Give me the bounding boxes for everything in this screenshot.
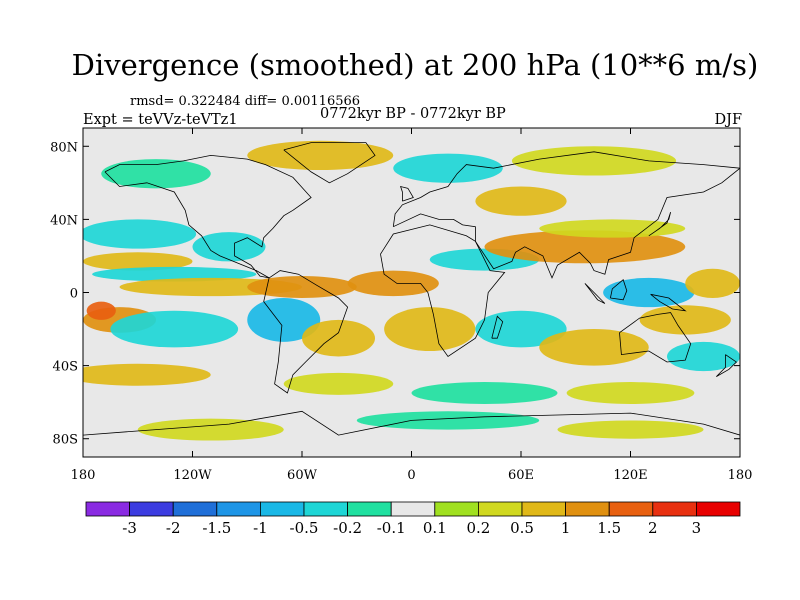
colorbar-label: -2: [166, 519, 181, 537]
field-region: [101, 159, 211, 189]
colorbar-label: 1: [561, 519, 571, 537]
y-tick-label: 80S: [53, 433, 78, 448]
x-tick-label: 180: [728, 468, 753, 483]
field-region: [539, 329, 649, 366]
field-region: [283, 372, 394, 395]
y-tick-label: 40S: [53, 360, 78, 375]
colorbar-box: [172, 501, 218, 517]
colorbar-label: 0.1: [423, 519, 447, 537]
coastline-north-america: [104, 154, 312, 279]
colorbar-box: [565, 501, 610, 517]
field-region: [137, 418, 284, 441]
x-tick-label: 120W: [173, 468, 212, 483]
field-region: [83, 363, 211, 386]
field-region: [356, 411, 540, 430]
field-region: [566, 382, 695, 404]
experiment-label: Expt = teVVz-teVTz1: [83, 112, 238, 128]
colorbar-label: -1: [253, 519, 268, 537]
x-tick-label: 60W: [287, 468, 318, 483]
map-title: Divergence (smoothed) at 200 hPa (10**6 …: [71, 48, 759, 82]
field-region: [302, 319, 375, 357]
field-region: [475, 310, 567, 348]
field-region: [347, 270, 439, 297]
colorbar-box: [303, 501, 348, 517]
coastline-greenland: [283, 142, 376, 184]
colorbar-box: [434, 501, 479, 517]
colorbar-label: -0.2: [333, 519, 362, 537]
field-region: [92, 266, 257, 282]
field-region: [557, 420, 704, 439]
field-region: [247, 276, 357, 298]
colorbar-label: -1.5: [202, 519, 231, 537]
season-label: DJF: [714, 112, 743, 128]
x-tick-label: 120E: [613, 468, 647, 483]
period-label: 0772kyr BP - 0772kyr BP: [320, 106, 506, 122]
field-region: [83, 219, 197, 249]
colorbar-box: [216, 501, 261, 517]
y-tick-label: 40N: [50, 213, 78, 228]
coastline-uk: [399, 185, 414, 202]
coastline-madagascar: [491, 315, 504, 339]
x-tick-label: 180: [71, 468, 96, 483]
colorbar-box: [129, 501, 174, 517]
colorbar-box: [652, 501, 697, 517]
field-region: [411, 382, 558, 404]
coastline-layer: [83, 142, 740, 436]
colorbar-label: 0.2: [466, 519, 490, 537]
y-tick-label: 0: [70, 287, 78, 302]
coastline-australia: [619, 312, 692, 363]
colorbar-label: 2: [648, 519, 658, 537]
field-region: [83, 252, 193, 271]
colorbar-label: -3: [122, 519, 137, 537]
coastline-borneo: [610, 279, 628, 301]
colorbar-box: [477, 501, 523, 517]
field-region: [639, 305, 731, 335]
field-region: [667, 341, 740, 372]
colorbar-box: [521, 501, 566, 517]
field-region: [192, 232, 266, 262]
colorbar-box: [85, 501, 130, 517]
colorbar-box: [347, 501, 392, 517]
axis-ticks: 180 120W 60W 0 60E 120E 180 80N 40N 0 40S 80S: [50, 128, 752, 483]
colorbar-label: 0.5: [510, 519, 534, 537]
field-region: [539, 219, 686, 238]
field-region: [484, 230, 686, 264]
colorbar-box: [608, 501, 654, 517]
colorbar-label: -0.5: [290, 519, 319, 537]
field-region: [247, 140, 394, 171]
coastline-south-america: [263, 270, 349, 394]
colorbar-box: [696, 501, 741, 517]
field-region: [247, 297, 321, 342]
stats-line: rmsd= 0.322484 diff= 0.00116566: [130, 94, 361, 109]
coastline-new-guinea: [650, 293, 687, 312]
field-region: [393, 153, 503, 183]
coastline-antarctica: [83, 410, 740, 436]
colorbar-label: -0.1: [377, 519, 406, 537]
coastline-new-zealand: [716, 354, 738, 377]
x-tick-label: 60E: [508, 468, 534, 483]
coastline-japan: [648, 211, 671, 237]
colorbar-box: [390, 501, 436, 517]
field-region: [475, 186, 567, 216]
x-tick-label: 0: [407, 468, 415, 483]
field-region: [603, 277, 695, 308]
colorbar-box: [259, 501, 305, 517]
field-region: [86, 301, 116, 320]
colorbar: -3 -2 -1.5 -1 -0.5 -0.2 -0.1 0.1 0.2 0.5 1 1.5 2 3: [85, 501, 741, 537]
coastline-africa: [380, 224, 506, 358]
field-region: [384, 307, 476, 351]
colorbar-label: 1.5: [597, 519, 621, 537]
field-region: [685, 268, 740, 298]
coastline-sumatra: [584, 283, 606, 304]
coastline-eurasia: [392, 151, 740, 279]
y-tick-label: 80N: [50, 140, 78, 155]
colorbar-label: 3: [692, 519, 702, 537]
field-region: [511, 146, 677, 176]
field-region: [110, 310, 239, 348]
